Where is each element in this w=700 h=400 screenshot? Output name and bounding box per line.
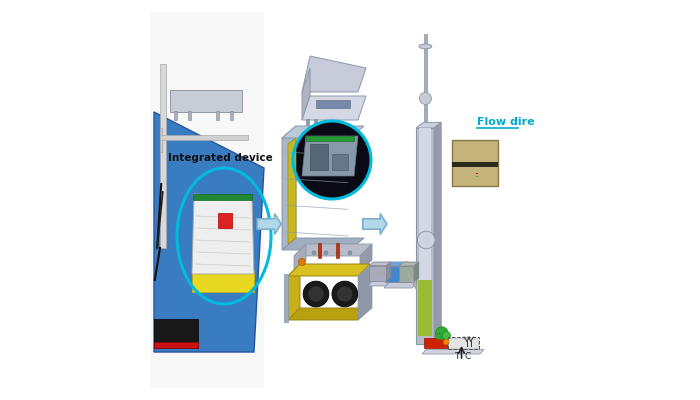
- Bar: [160, 135, 248, 140]
- Circle shape: [348, 251, 352, 255]
- Circle shape: [312, 251, 316, 255]
- Polygon shape: [363, 214, 387, 234]
- Polygon shape: [288, 308, 370, 320]
- Bar: [419, 128, 430, 290]
- Polygon shape: [386, 262, 391, 281]
- Circle shape: [324, 251, 328, 255]
- Polygon shape: [288, 138, 296, 244]
- Bar: [230, 111, 233, 120]
- Bar: [306, 136, 354, 141]
- Bar: [160, 64, 166, 248]
- Polygon shape: [154, 112, 264, 352]
- Bar: [316, 100, 350, 108]
- Text: C: C: [464, 352, 470, 361]
- Bar: [193, 194, 253, 200]
- Polygon shape: [192, 194, 254, 274]
- Bar: [336, 243, 340, 258]
- Circle shape: [308, 286, 324, 302]
- Circle shape: [442, 332, 451, 340]
- Circle shape: [436, 334, 442, 339]
- Ellipse shape: [292, 120, 372, 200]
- Circle shape: [443, 339, 449, 345]
- Polygon shape: [385, 266, 403, 282]
- Bar: [332, 154, 348, 170]
- Bar: [306, 119, 309, 128]
- Polygon shape: [284, 274, 288, 322]
- Polygon shape: [434, 122, 441, 344]
- Bar: [424, 338, 448, 348]
- Polygon shape: [369, 266, 386, 281]
- Bar: [154, 319, 198, 348]
- Polygon shape: [288, 264, 300, 320]
- Polygon shape: [385, 262, 408, 266]
- Polygon shape: [288, 264, 370, 276]
- Bar: [174, 111, 177, 120]
- Bar: [218, 213, 232, 228]
- Circle shape: [417, 231, 435, 249]
- Circle shape: [336, 251, 340, 255]
- Bar: [310, 144, 328, 170]
- Bar: [452, 140, 498, 186]
- Polygon shape: [414, 262, 419, 282]
- Circle shape: [337, 286, 353, 302]
- Bar: [216, 111, 219, 120]
- Bar: [314, 119, 317, 128]
- Circle shape: [332, 281, 358, 307]
- Polygon shape: [302, 68, 310, 120]
- Polygon shape: [358, 264, 372, 320]
- Bar: [160, 128, 162, 152]
- Text: Flow dire: Flow dire: [477, 117, 535, 127]
- Polygon shape: [369, 262, 391, 266]
- Polygon shape: [257, 214, 281, 234]
- Ellipse shape: [419, 44, 432, 49]
- Text: Integrated device: Integrated device: [167, 153, 272, 163]
- Polygon shape: [302, 136, 358, 176]
- Circle shape: [298, 258, 306, 266]
- Polygon shape: [416, 122, 441, 128]
- Polygon shape: [282, 126, 364, 138]
- Bar: [154, 342, 198, 348]
- Polygon shape: [294, 244, 372, 256]
- Bar: [416, 128, 434, 344]
- Polygon shape: [384, 282, 417, 288]
- Polygon shape: [302, 96, 366, 120]
- Polygon shape: [399, 266, 414, 282]
- Circle shape: [435, 327, 448, 340]
- Bar: [188, 111, 191, 120]
- Bar: [452, 162, 498, 167]
- Polygon shape: [360, 244, 372, 272]
- Bar: [150, 12, 264, 388]
- Circle shape: [303, 281, 329, 307]
- Polygon shape: [302, 56, 366, 92]
- Polygon shape: [403, 262, 408, 282]
- Bar: [448, 338, 478, 348]
- Polygon shape: [282, 126, 296, 250]
- Polygon shape: [282, 238, 364, 250]
- Bar: [419, 280, 432, 336]
- Bar: [448, 337, 479, 349]
- Bar: [192, 271, 254, 292]
- Polygon shape: [422, 350, 484, 354]
- Text: T: T: [454, 352, 459, 361]
- Polygon shape: [368, 281, 390, 286]
- Bar: [170, 90, 242, 112]
- Bar: [424, 34, 427, 122]
- Polygon shape: [399, 262, 419, 266]
- Polygon shape: [294, 244, 306, 272]
- Bar: [318, 243, 321, 258]
- Circle shape: [419, 92, 431, 104]
